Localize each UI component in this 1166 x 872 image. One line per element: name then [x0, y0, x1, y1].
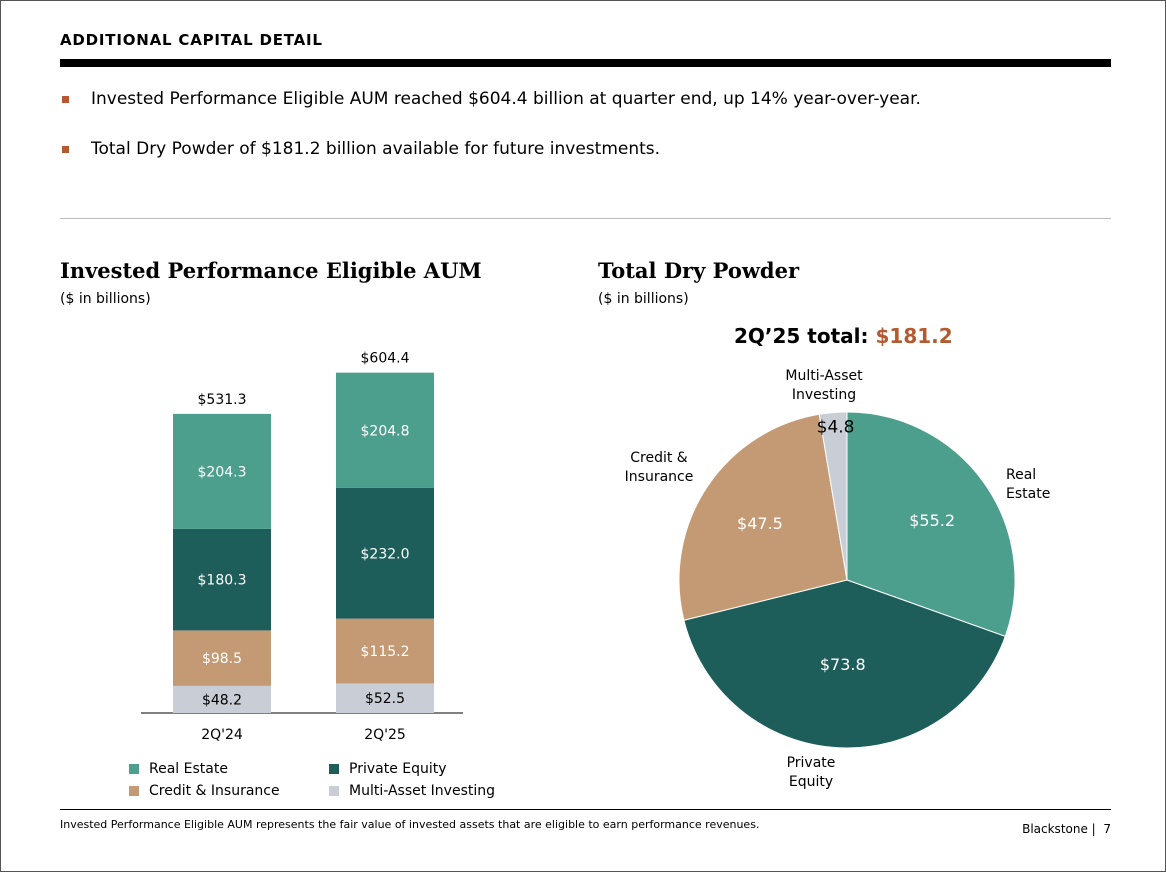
bar-value-label: $52.5 [365, 691, 405, 707]
legend-swatch-icon [329, 764, 339, 774]
bar-value-label: $98.5 [202, 651, 242, 667]
bullet-text: Total Dry Powder of $181.2 billion avail… [91, 139, 661, 159]
bar-segment [336, 372, 434, 488]
legend-label: Private Equity [349, 761, 447, 777]
legend-label: Credit & Insurance [149, 783, 280, 799]
section-divider [60, 218, 1111, 219]
bar-value-label: $204.3 [198, 464, 247, 480]
x-tick-label: 2Q'25 [364, 727, 406, 743]
bar-value-label: $204.8 [361, 423, 410, 439]
legend-item-private-equity: Private Equity [329, 761, 549, 777]
pie-category-label: Insurance [625, 469, 694, 485]
slide-title: ADDITIONAL CAPITAL DETAIL [60, 31, 323, 49]
pie-category-label: Real [1006, 467, 1036, 483]
brand-name: Blackstone | [1022, 822, 1096, 836]
bar-chart-subtitle: ($ in billions) [60, 291, 151, 307]
pie-total: 2Q’25 total: $181.2 [734, 324, 953, 348]
pie-slice [818, 411, 848, 581]
pie-category-label: Private [787, 755, 836, 771]
bar-legend: Real Estate Private Equity Credit & Insu… [129, 761, 549, 799]
legend-swatch-icon [129, 786, 139, 796]
pie-value-label: $73.8 [820, 655, 866, 674]
pie-value-label: $55.2 [909, 511, 955, 530]
bar-value-label: $48.2 [202, 692, 242, 708]
pie-slice [683, 579, 1006, 749]
footnote: Invested Performance Eligible AUM repres… [60, 818, 760, 831]
bar-total-label: $531.3 [198, 392, 247, 408]
pie-category-label: Investing [792, 387, 856, 403]
bar-value-label: $232.0 [361, 546, 410, 562]
bullet-square-icon [62, 145, 69, 153]
bar-segment [173, 630, 271, 686]
legend-item-real-estate: Real Estate [129, 761, 329, 777]
bullet-item: Total Dry Powder of $181.2 billion avail… [60, 139, 660, 159]
legend-label: Real Estate [149, 761, 228, 777]
bullet-text: Invested Performance Eligible AUM reache… [91, 89, 921, 109]
bar-segment [336, 618, 434, 684]
legend-item-credit: Credit & Insurance [129, 783, 329, 799]
pie-chart-subtitle: ($ in billions) [598, 291, 689, 307]
bar-segment [173, 413, 271, 529]
bar-total-label: $604.4 [361, 351, 410, 367]
pie-value-label: $47.5 [737, 514, 783, 533]
bar-chart-title: Invested Performance Eligible AUM [60, 258, 482, 283]
pie-category-label: Equity [789, 774, 833, 790]
bar-segment [173, 528, 271, 631]
bullet-item: Invested Performance Eligible AUM reache… [60, 89, 921, 109]
legend-swatch-icon [329, 786, 339, 796]
legend-item-multi-asset: Multi-Asset Investing [329, 783, 549, 799]
bar-segment [173, 685, 271, 713]
pie-total-label: 2Q’25 total: [734, 324, 869, 348]
bullet-square-icon [62, 95, 69, 103]
bar-value-label: $115.2 [361, 644, 410, 660]
pie-slice [846, 411, 1016, 638]
header-divider [60, 59, 1111, 67]
pie-category-label: Estate [1006, 486, 1050, 502]
legend-swatch-icon [129, 764, 139, 774]
pie-slice [678, 413, 848, 621]
pie-total-value: $181.2 [875, 324, 953, 348]
pie-chart-title: Total Dry Powder [598, 258, 800, 283]
pie-category-label: Multi-Asset [785, 368, 863, 384]
page-footer: Blackstone | 7 [1022, 822, 1111, 836]
bar-segment [336, 683, 434, 713]
pie-category-label: Credit & [630, 450, 688, 466]
footer-divider [60, 809, 1111, 810]
pie-value-label: $4.8 [817, 418, 855, 438]
bar-value-label: $180.3 [198, 573, 247, 589]
legend-label: Multi-Asset Investing [349, 783, 496, 799]
page-number: 7 [1103, 822, 1111, 836]
bar-segment [336, 487, 434, 619]
x-tick-label: 2Q'24 [201, 727, 243, 743]
